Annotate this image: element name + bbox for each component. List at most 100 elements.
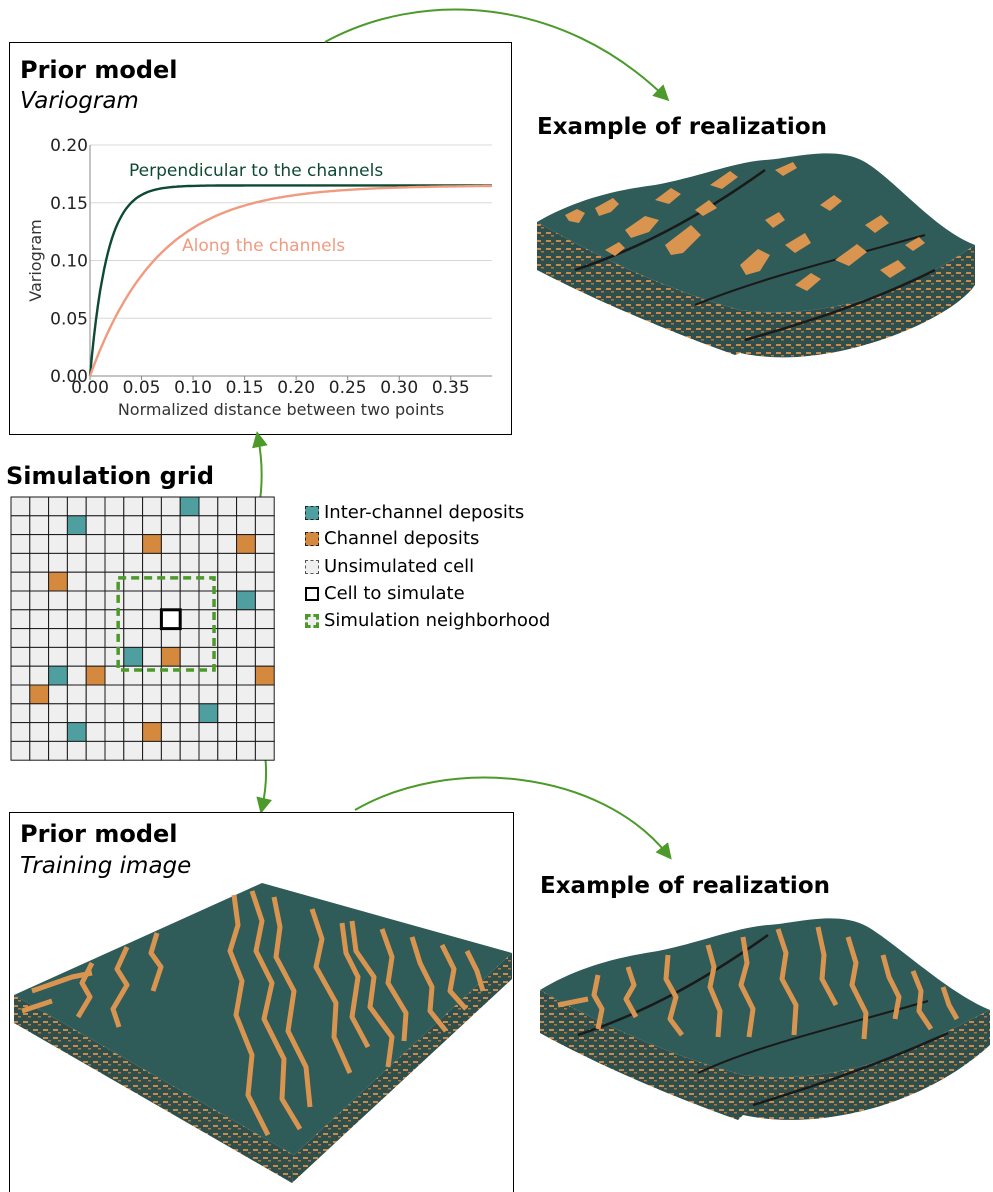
realization-caption-bottom: Example of realization [540, 873, 830, 899]
grid-cell-channel [142, 534, 162, 554]
grid-cell-unsimulated [123, 684, 144, 705]
grid-cell-unsimulated [10, 496, 31, 517]
grid-cell-unsimulated [66, 684, 87, 705]
grid-cell-unsimulated [85, 496, 106, 517]
grid-cell-unsimulated [104, 534, 125, 554]
legend-unsimulated: Unsimulated cell [305, 556, 474, 577]
legend-cell-to-simulate: Cell to simulate [305, 583, 465, 604]
grid-cell-unsimulated [236, 515, 256, 536]
grid-cell-unsimulated [66, 646, 87, 667]
grid-cell-unsimulated [179, 609, 200, 630]
grid-cell-unsimulated [179, 646, 200, 667]
grid-cell-unsimulated [85, 515, 106, 536]
grid-cell-unsimulated [29, 665, 50, 686]
grid-cell-unsimulated [85, 703, 106, 724]
grid-cell-unsimulated [236, 703, 256, 724]
grid-cell-unsimulated [179, 740, 200, 761]
grid-cell-unsimulated [142, 552, 162, 573]
grid-cell-unsimulated [85, 590, 106, 611]
grid-cell-unsimulated [29, 722, 50, 742]
grid-cell-unsimulated [142, 703, 162, 724]
grid-cell-unsimulated [85, 534, 106, 554]
grid-cell-unsimulated [104, 552, 125, 573]
grid-cell-unsimulated [85, 740, 106, 761]
grid-cell-unsimulated [254, 646, 275, 667]
grid-cell-unsimulated [160, 590, 181, 611]
grid-cell-unsimulated [123, 496, 144, 517]
grid-cell-unsimulated [85, 722, 106, 742]
grid-cell-unsimulated [10, 515, 31, 536]
grid-cell-unsimulated [160, 722, 181, 742]
variogram-panel-title: Prior model [20, 56, 178, 84]
grid-cell-unsimulated [198, 552, 219, 573]
grid-cell-unsimulated [217, 534, 238, 554]
grid-cell-unsimulated [10, 740, 31, 761]
grid-cell-unsimulated [236, 665, 256, 686]
grid-cell-unsimulated [160, 534, 181, 554]
grid-cell-unsimulated [48, 684, 68, 705]
grid-cell-unsimulated [85, 552, 106, 573]
grid-cell-unsimulated [66, 590, 87, 611]
realization-caption-top: Example of realization [537, 114, 827, 140]
training-panel-subtitle: Training image [20, 853, 192, 879]
grid-cell-inter-channel [236, 590, 256, 611]
grid-cell-channel [254, 665, 275, 686]
grid-cell-unsimulated [217, 703, 238, 724]
grid-cell-unsimulated [236, 628, 256, 648]
grid-cell-unsimulated [254, 552, 275, 573]
grid-cell-unsimulated [10, 646, 31, 667]
unsimulated-swatch [305, 559, 319, 574]
grid-cell-unsimulated [123, 740, 144, 761]
grid-cell-inter-channel [66, 722, 87, 742]
grid-cell-unsimulated [236, 571, 256, 592]
grid-cell-unsimulated [198, 684, 219, 705]
grid-cell-unsimulated [142, 590, 162, 611]
grid-cell-unsimulated [123, 571, 144, 592]
grid-cell-unsimulated [179, 552, 200, 573]
grid-cell-unsimulated [179, 684, 200, 705]
grid-cell-inter-channel [48, 665, 68, 686]
grid-cell-unsimulated [66, 534, 87, 554]
grid-cell-unsimulated [236, 740, 256, 761]
grid-cell-unsimulated [254, 590, 275, 611]
grid-cell-unsimulated [66, 703, 87, 724]
grid-cell-unsimulated [10, 552, 31, 573]
grid-cell-unsimulated [10, 590, 31, 611]
grid-cell-unsimulated [236, 609, 256, 630]
grid-cell-unsimulated [48, 609, 68, 630]
grid-cell-unsimulated [217, 571, 238, 592]
grid-cell-unsimulated [66, 552, 87, 573]
legend-channel: Channel deposits [305, 528, 479, 549]
grid-cell-unsimulated [104, 722, 125, 742]
grid-cell-unsimulated [123, 590, 144, 611]
grid-cell-unsimulated [66, 496, 87, 517]
orange-swatch [305, 531, 319, 546]
grid-cell-unsimulated [236, 722, 256, 742]
grid-cell-unsimulated [104, 665, 125, 686]
grid-cell-unsimulated [104, 496, 125, 517]
grid-cell-unsimulated [104, 646, 125, 667]
grid-cell-unsimulated [160, 515, 181, 536]
grid-cell-unsimulated [29, 496, 50, 517]
grid-cell-unsimulated [10, 609, 31, 630]
grid-cell-channel [48, 571, 68, 592]
grid-cell-unsimulated [29, 740, 50, 761]
grid-cell-unsimulated [10, 722, 31, 742]
grid-cell-unsimulated [254, 703, 275, 724]
grid-cell-unsimulated [254, 515, 275, 536]
grid-cell-unsimulated [10, 703, 31, 724]
grid-cell-unsimulated [10, 628, 31, 648]
grid-cell-unsimulated [66, 665, 87, 686]
grid-cell-unsimulated [29, 590, 50, 611]
grid-cell-unsimulated [123, 552, 144, 573]
grid-cell-unsimulated [123, 515, 144, 536]
grid-cell-inter-channel [198, 703, 219, 724]
grid-cell-unsimulated [48, 646, 68, 667]
grid-cell-unsimulated [254, 534, 275, 554]
grid-cell-unsimulated [217, 552, 238, 573]
grid-cell-unsimulated [142, 646, 162, 667]
grid-cell-unsimulated [48, 628, 68, 648]
grid-cell-unsimulated [48, 496, 68, 517]
grid-cell-unsimulated [48, 590, 68, 611]
grid-cell-unsimulated [10, 665, 31, 686]
